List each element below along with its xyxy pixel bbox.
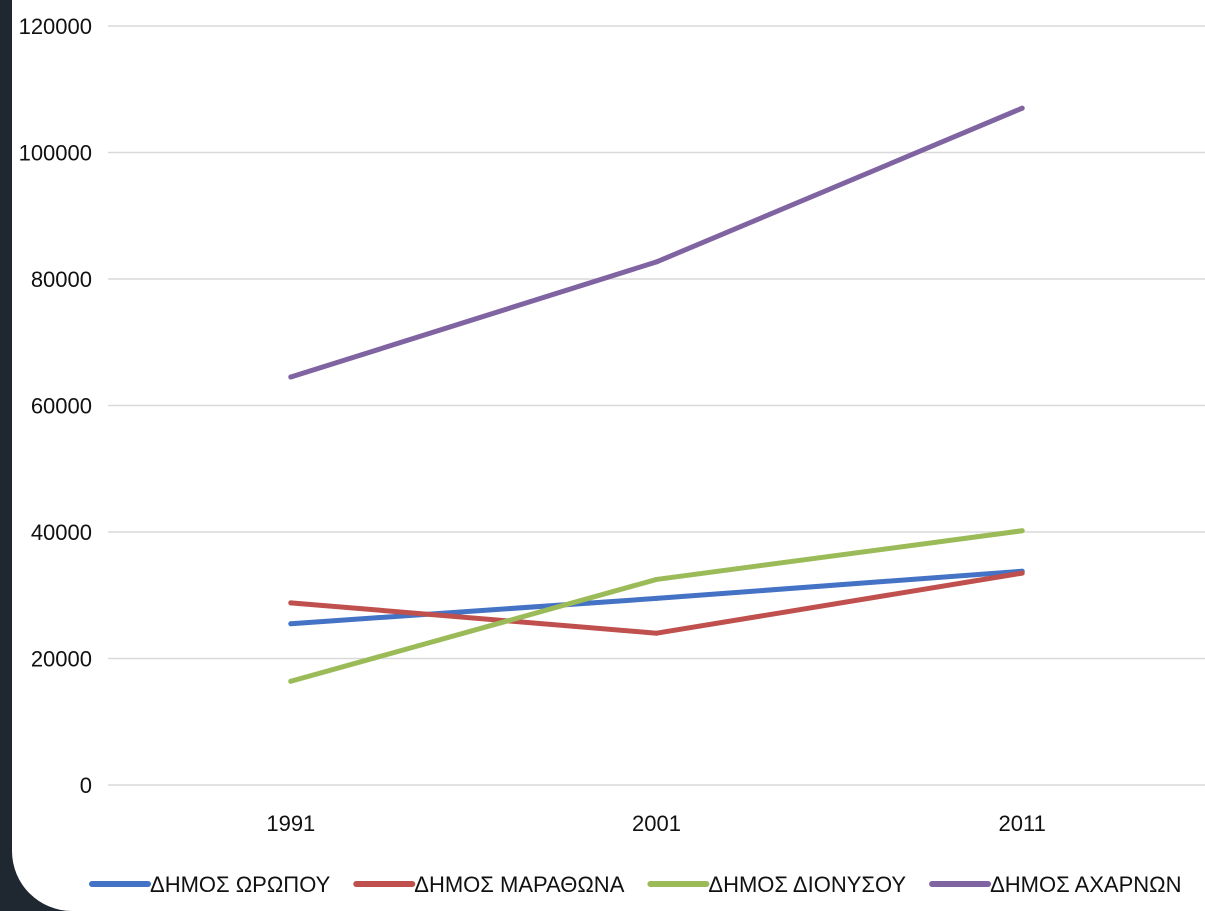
data-point [654, 630, 659, 636]
legend-item: ΔΗΜΟΣ ΔΙΟΝΥΣΟΥ [647, 872, 906, 897]
legend-label: ΔΗΜΟΣ ΜΑΡΑΘΩΝΑ [414, 872, 624, 897]
data-point [288, 600, 294, 606]
y-tick-label: 20000 [31, 647, 92, 672]
data-point [654, 576, 659, 582]
legend: ΔΗΜΟΣ ΩΡΩΠΟΥ ΔΗΜΟΣ ΜΑΡΑΘΩΝΑ ΔΗΜΟΣ ΔΙΟΝΥΣΟΥ… [89, 872, 1182, 897]
y-tick-label: 80000 [31, 267, 92, 292]
series-lines [288, 105, 1025, 684]
legend-label: ΔΗΜΟΣ ΑΧΑΡΝΩΝ [990, 872, 1181, 897]
data-point [1019, 570, 1025, 576]
data-point [288, 621, 294, 627]
series-line [288, 570, 1025, 636]
x-axis: 1991 2001 2011 [266, 811, 1045, 836]
x-tick-label: 1991 [266, 811, 315, 836]
legend-item: ΔΗΜΟΣ ΜΑΡΑΘΩΝΑ [353, 872, 625, 897]
data-point [1019, 528, 1025, 534]
chart-frame: 0 20000 40000 60000 80000 100000 120000 1991 20… [12, 0, 1205, 911]
series-line [288, 105, 1025, 380]
legend-label: ΔΗΜΟΣ ΩΡΩΠΟΥ [150, 872, 331, 897]
data-point [1019, 105, 1025, 111]
y-tick-label: 40000 [31, 520, 92, 545]
legend-label: ΔΗΜΟΣ ΔΙΟΝΥΣΟΥ [708, 872, 906, 897]
y-tick-label: 100000 [19, 141, 92, 166]
y-tick-label: 120000 [19, 14, 92, 39]
y-tick-label: 0 [80, 773, 92, 798]
data-point [288, 374, 294, 380]
legend-item: ΔΗΜΟΣ ΩΡΩΠΟΥ [89, 872, 331, 897]
legend-item: ΔΗΜΟΣ ΑΧΑΡΝΩΝ [929, 872, 1182, 897]
data-point [288, 678, 294, 684]
y-axis: 0 20000 40000 60000 80000 100000 120000 [19, 14, 92, 798]
gridlines [108, 25, 1205, 786]
y-tick-label: 60000 [31, 394, 92, 419]
x-tick-label: 2001 [632, 811, 681, 836]
data-point [654, 259, 659, 265]
x-tick-label: 2011 [999, 811, 1046, 836]
line-chart: 0 20000 40000 60000 80000 100000 120000 1991 20… [19, 14, 1205, 897]
data-point [654, 595, 659, 601]
